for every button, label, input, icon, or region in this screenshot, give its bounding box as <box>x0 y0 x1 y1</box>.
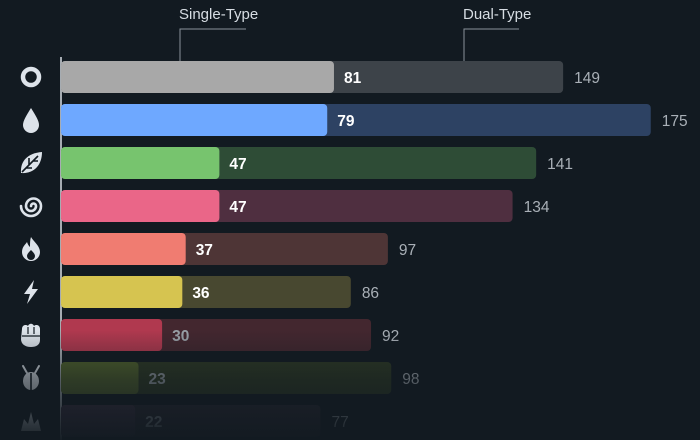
single-type-value-normal: 81 <box>344 70 362 87</box>
water-drop-icon <box>23 108 39 133</box>
leaf-icon <box>20 152 42 174</box>
single-type-value-fighting: 30 <box>172 328 189 345</box>
single-type-value-water: 79 <box>337 113 355 130</box>
icons-layer <box>19 66 43 431</box>
single-type-bar-poison <box>61 405 136 437</box>
single-type-bar-electric <box>61 276 183 308</box>
single-type-value-poison: 22 <box>145 414 162 431</box>
single-type-bar-fighting <box>61 319 163 351</box>
dual-type-value-fighting: 92 <box>382 328 399 345</box>
flame-icon <box>22 237 40 261</box>
single-type-value-psychic: 47 <box>229 199 246 216</box>
ring-icon <box>20 66 42 88</box>
dual-type-value-normal: 149 <box>574 70 600 87</box>
single-type-bar-grass <box>61 147 220 179</box>
dual-type-value-grass: 141 <box>547 156 573 173</box>
bug-icon <box>22 365 40 390</box>
single-type-bar-normal <box>61 61 334 93</box>
legend-single-type-label: Single-Type <box>179 6 258 23</box>
poison-icon <box>21 412 41 431</box>
single-type-value-grass: 47 <box>229 156 246 173</box>
legend-dual-type-leader <box>463 28 519 62</box>
single-type-value-fire: 37 <box>196 242 213 259</box>
single-type-value-bug: 23 <box>149 371 167 388</box>
dual-type-value-bug: 98 <box>402 371 419 388</box>
lightning-icon <box>24 280 38 304</box>
dual-type-value-electric: 86 <box>362 285 379 302</box>
single-type-bar-psychic <box>61 190 220 222</box>
single-type-bar-water <box>61 104 328 136</box>
legend-single-type-leader <box>179 28 246 62</box>
dual-type-value-water: 175 <box>662 113 688 130</box>
single-type-bar-fire <box>61 233 186 265</box>
single-type-bar-bug <box>61 362 139 394</box>
dual-type-value-poison: 77 <box>331 414 348 431</box>
dual-type-value-fire: 97 <box>399 242 416 259</box>
dual-type-value-psychic: 134 <box>524 199 550 216</box>
single-type-value-electric: 36 <box>192 285 210 302</box>
legend-dual-type-label: Dual-Type <box>463 6 531 23</box>
legend: Single-Type Dual-Type <box>179 6 531 62</box>
fist-icon <box>21 323 40 347</box>
spiral-icon <box>19 197 43 218</box>
